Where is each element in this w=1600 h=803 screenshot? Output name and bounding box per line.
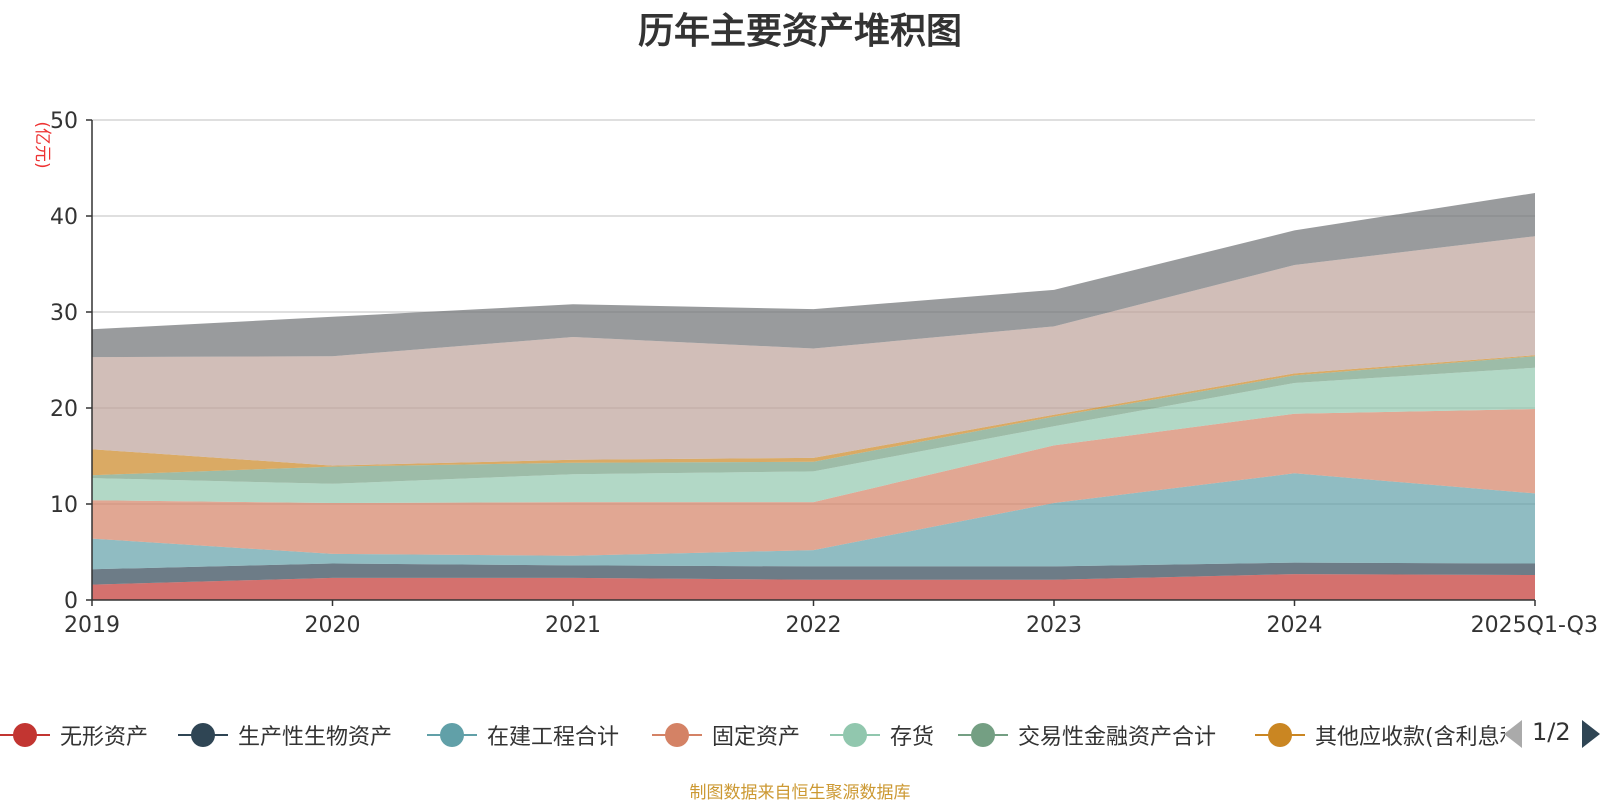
legend-next-page-icon[interactable] [1582,720,1600,748]
legend-item[interactable]: 交易性金融资产合计 [958,720,1216,750]
x-tick-label: 2022 [786,613,842,638]
axes: 0 10 20 30 40 50 2019 2020 2021 2022 2023 2024 2025Q… [50,109,1598,638]
area-其他资产 [92,236,1535,466]
x-tick-label: 2024 [1267,613,1323,638]
legend-marker-icon [178,720,228,750]
y-tick-label: 30 [50,301,78,326]
legend-marker-icon [1255,720,1305,750]
legend-marker-icon [652,720,702,750]
legend-page-indicator: 1/2 [1532,718,1571,746]
legend-label: 存货 [890,725,935,750]
legend-marker-icon [830,720,880,750]
legend-item[interactable]: 在建工程合计 [427,720,619,750]
legend-marker-icon [0,720,50,750]
x-tick-label: 2025Q1-Q3 [1471,613,1598,638]
y-tick-label: 40 [50,205,78,230]
legend-label: 其他应收款(含利息和股利) [1315,725,1505,750]
area-货币资金 [92,193,1535,358]
y-tick-label: 0 [64,589,78,614]
legend-item[interactable]: 其他应收款(含利息和股利) [1255,720,1505,750]
legend-label: 生产性生物资产 [238,725,393,750]
area-固定资产 [92,409,1535,556]
y-tick-label: 10 [50,493,78,518]
y-tick-label: 20 [50,397,78,422]
area-无形资产 [92,574,1535,600]
area-series [92,193,1535,600]
legend-label: 固定资产 [712,725,801,750]
area-在建工程合计 [92,473,1535,570]
legend-item[interactable]: 无形资产 [0,720,148,750]
legend-label: 无形资产 [60,725,149,750]
x-tick-label: 2021 [545,613,601,638]
area-交易性金融资产合计 [92,356,1535,484]
area-生产性生物资产 [92,562,1535,585]
legend-pager: 1/2 [1500,716,1600,752]
legend-prev-page-icon[interactable] [1504,720,1522,748]
y-tick-label: 50 [50,109,78,134]
data-source-note: 制图数据来自恒生聚源数据库 [689,783,911,803]
chart-title: 历年主要资产堆积图 [637,11,962,52]
x-tick-label: 2020 [305,613,361,638]
legend-item[interactable]: 存货 [830,720,934,750]
legend-item[interactable]: 生产性生物资产 [178,720,392,750]
x-tick-label: 2023 [1026,613,1082,638]
legend-marker-icon [958,720,1008,750]
area-其他应收款(含利息和股利) [92,355,1535,476]
y-axis-label: (亿元) [32,121,52,168]
x-tick-label: 2019 [64,613,120,638]
area-存货 [92,367,1535,503]
legend-item[interactable]: 固定资产 [652,720,800,750]
legend-label: 交易性金融资产合计 [1018,725,1217,750]
legend-marker-icon [427,720,477,750]
legend-label: 在建工程合计 [487,725,620,750]
